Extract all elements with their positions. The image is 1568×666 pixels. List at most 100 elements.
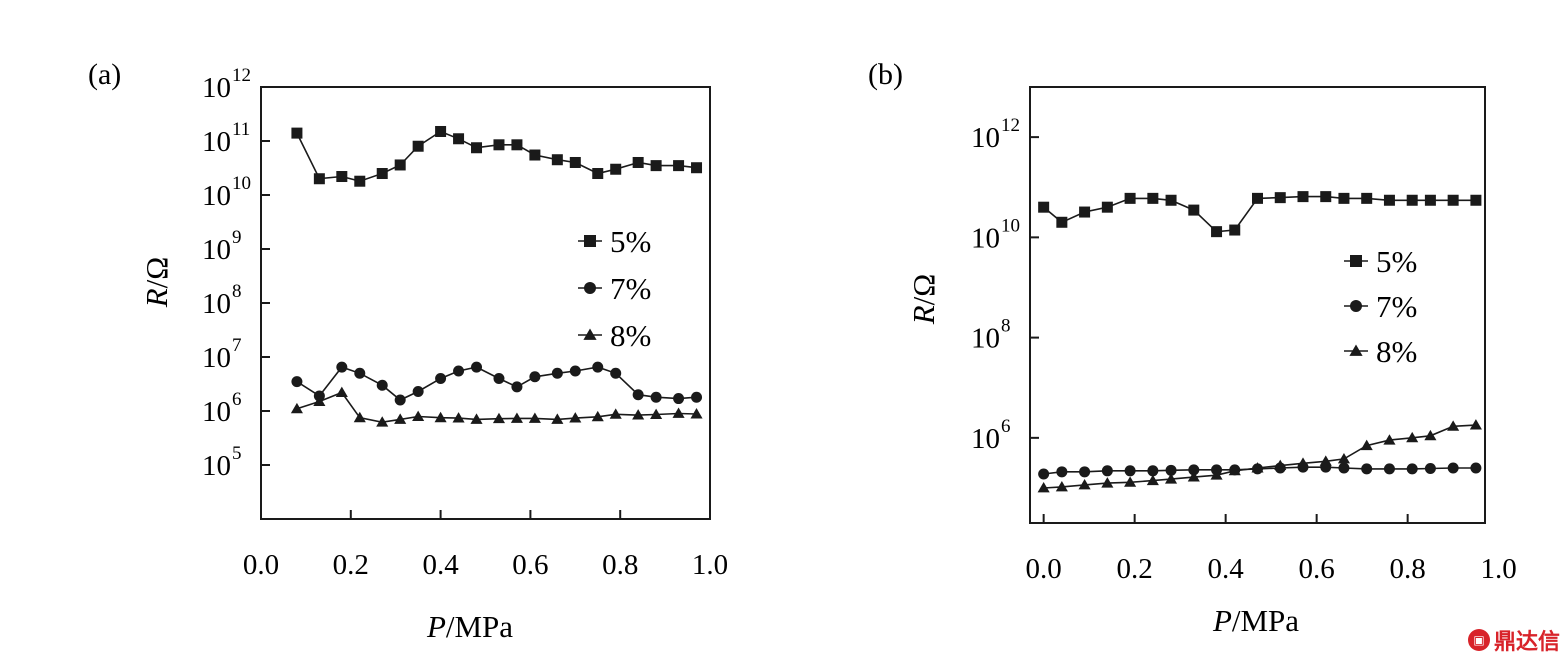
y-tick-base: 10 xyxy=(971,122,1000,154)
data-point xyxy=(569,365,581,377)
data-point xyxy=(1165,464,1177,476)
x-axis-label: P/MPa xyxy=(1212,603,1299,638)
data-point xyxy=(1056,216,1068,228)
x-tick-label: 0.8 xyxy=(602,549,638,581)
data-point xyxy=(1320,191,1332,203)
x-tick-label: 0.6 xyxy=(512,549,548,581)
legend-label: 8% xyxy=(610,318,651,353)
y-tick-label: 10 xyxy=(202,72,231,104)
y-tick-exponent: 5 xyxy=(232,443,242,464)
data-point xyxy=(394,394,406,406)
data-point xyxy=(336,361,348,373)
y-tick-base: 10 xyxy=(202,234,231,266)
data-point xyxy=(1101,477,1114,488)
data-point xyxy=(1165,194,1177,206)
data-point xyxy=(1124,192,1136,204)
data-point xyxy=(354,367,366,379)
y-tick-label: 10 xyxy=(971,323,1000,355)
data-point xyxy=(610,367,622,379)
data-point xyxy=(1187,471,1200,482)
data-point xyxy=(650,408,663,419)
data-point xyxy=(291,127,303,139)
x-axis-unit: /MPa xyxy=(446,609,513,644)
y-tick-base: 10 xyxy=(202,288,231,320)
data-point xyxy=(1383,434,1396,445)
data-point xyxy=(632,389,644,401)
x-axis: 0.0 0.2 0.4 0.6 0.8 1.0 xyxy=(243,510,728,581)
data-point xyxy=(610,163,622,175)
y-tick-label: 10 xyxy=(202,288,231,320)
data-point xyxy=(1101,465,1113,477)
data-point xyxy=(1038,201,1050,213)
data-point xyxy=(1338,462,1350,474)
data-point xyxy=(492,412,506,424)
data-point xyxy=(1078,478,1091,490)
y-tick-base: 10 xyxy=(202,126,231,158)
y-tick-label: 10 xyxy=(202,180,231,212)
data-point xyxy=(1383,463,1395,475)
series-layer xyxy=(290,125,703,427)
legend-marker xyxy=(583,328,597,340)
plot-frame xyxy=(1029,86,1486,524)
data-point xyxy=(1406,463,1418,475)
data-point xyxy=(1361,192,1373,204)
y-tick-exponent: 8 xyxy=(232,281,242,302)
data-point xyxy=(1188,464,1200,476)
data-point xyxy=(452,412,465,423)
data-point xyxy=(453,365,465,377)
series-square xyxy=(291,125,703,187)
data-point xyxy=(632,409,645,420)
data-point xyxy=(1470,462,1482,474)
data-point xyxy=(691,162,703,174)
y-tick-base: 10 xyxy=(971,423,1000,455)
y-tick-exponent: 6 xyxy=(1001,416,1011,437)
data-point xyxy=(1147,192,1159,204)
data-point xyxy=(1188,204,1200,216)
watermark: ▣ 鼎达信 xyxy=(1467,624,1560,656)
y-tick-exponent: 10 xyxy=(232,173,251,194)
series-line xyxy=(296,130,697,183)
data-point xyxy=(1274,459,1287,471)
y-axis-label: R/Ω xyxy=(906,274,941,326)
data-point xyxy=(551,413,564,424)
y-tick-base: 10 xyxy=(202,72,231,104)
data-point xyxy=(510,412,523,423)
legend-item: 8% xyxy=(578,318,651,353)
data-point xyxy=(471,142,483,154)
data-point xyxy=(1211,226,1223,238)
data-point xyxy=(1056,466,1068,478)
data-point xyxy=(1038,468,1050,480)
legend-marker xyxy=(584,235,596,247)
data-point xyxy=(690,408,703,419)
data-point xyxy=(1361,463,1373,475)
data-point xyxy=(1338,192,1350,204)
legend-label: 7% xyxy=(1376,289,1417,324)
series-triangle xyxy=(290,386,703,427)
x-axis-unit: /MPa xyxy=(1232,603,1299,638)
data-point xyxy=(1124,476,1137,487)
data-point xyxy=(1337,452,1350,464)
data-point xyxy=(1469,419,1482,430)
y-tick-exponent: 10 xyxy=(1001,215,1020,236)
data-point xyxy=(412,140,424,152)
watermark-text: 鼎达信 xyxy=(1493,630,1560,655)
legend-label: 8% xyxy=(1376,334,1417,369)
legend-item: 7% xyxy=(1344,289,1417,324)
data-point xyxy=(313,395,326,406)
data-point xyxy=(434,411,447,423)
x-tick-label: 0.0 xyxy=(243,549,279,581)
y-axis-variable: R xyxy=(906,305,941,325)
data-point xyxy=(336,171,348,183)
data-point xyxy=(650,391,662,403)
data-point xyxy=(551,367,563,379)
data-point xyxy=(592,361,604,373)
data-point xyxy=(529,149,541,161)
legend-marker xyxy=(1350,300,1362,312)
data-point xyxy=(1447,462,1459,474)
data-point xyxy=(1297,191,1309,203)
legend-marker xyxy=(1350,255,1362,267)
y-tick-exponent: 12 xyxy=(1001,115,1020,136)
data-point xyxy=(493,372,505,384)
x-tick-label: 0.4 xyxy=(422,549,459,581)
